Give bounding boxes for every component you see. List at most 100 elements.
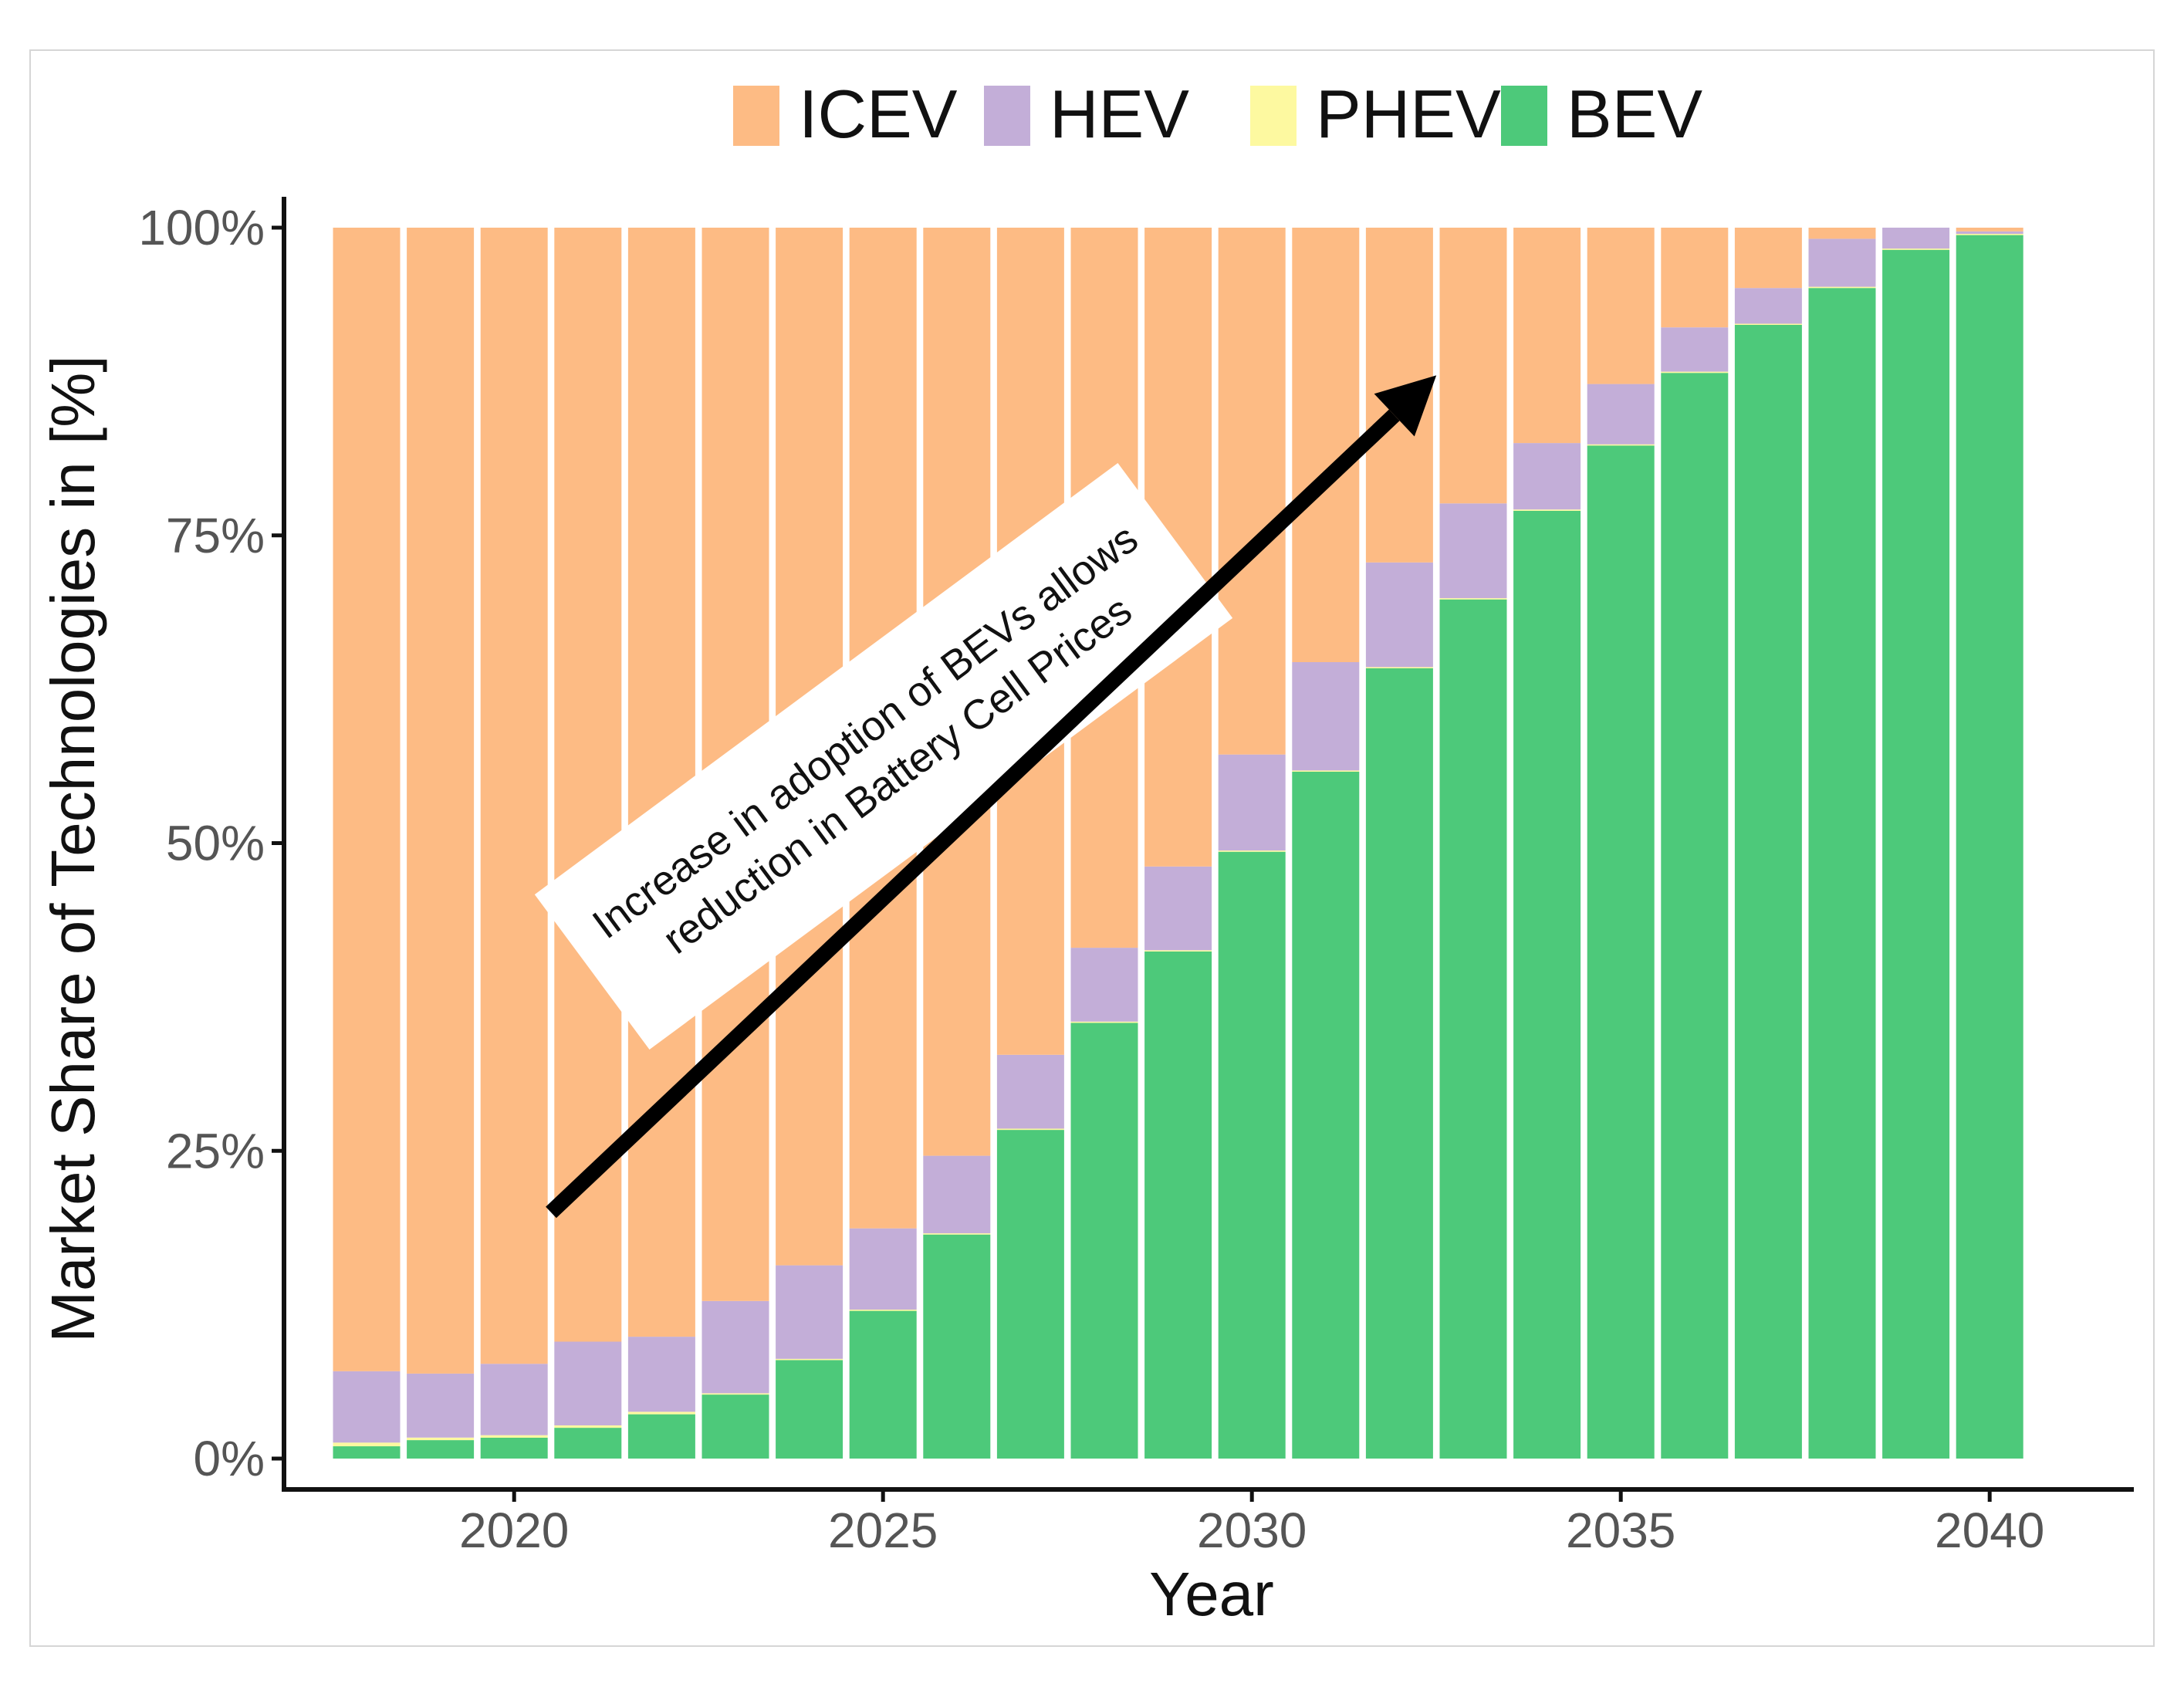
bar-hev-2030 [1218,754,1286,851]
bar-bev-2035 [1587,445,1655,1459]
bar-phev-2040 [1956,234,2023,235]
x-tick-label: 2030 [1197,1503,1307,1558]
x-tick-label: 2020 [459,1503,569,1558]
bar-bev-2038 [1808,288,1876,1459]
annotation-box [534,462,1233,1050]
legend: ICEV HEV PHEV BEV [733,76,1702,152]
legend-swatch-bev [1501,86,1547,146]
bar-bev-2020 [480,1437,548,1459]
bar-hev-2035 [1587,384,1655,445]
bar-icev-2020 [480,228,548,1364]
x-tick-label: 2040 [1935,1503,2044,1558]
arrow-shaft [546,409,1400,1219]
bar-icev-2033 [1439,228,1507,504]
bar-hev-2040 [1956,231,2023,234]
legend-label-bev: BEV [1567,76,1702,152]
bar-phev-2018 [333,1442,401,1447]
bar-bev-2025 [849,1310,917,1459]
bar-icev-2038 [1808,228,1876,239]
bar-phev-2022 [627,1411,695,1415]
bar-icev-2036 [1661,228,1729,328]
bar-hev-2021 [554,1341,622,1425]
bar-phev-2028 [1070,1021,1138,1023]
bar-bev-2030 [1218,851,1286,1459]
bar-hev-2036 [1661,327,1729,372]
bar-icev-2030 [1218,228,1286,755]
y-tick-label: 25% [166,1123,265,1178]
bar-bev-2029 [1144,951,1212,1459]
bar-phev-2027 [996,1128,1064,1131]
bar-phev-2030 [1218,850,1286,852]
arrow-head [1374,375,1437,437]
bar-phev-2025 [849,1310,917,1311]
legend-swatch-icev [733,86,779,146]
bar-bev-2024 [776,1360,844,1459]
bar-phev-2020 [480,1435,548,1438]
legend-swatch-hev [984,86,1030,146]
bar-hev-2032 [1365,562,1433,668]
bar-hev-2028 [1070,948,1138,1022]
y-tick-label: 50% [166,816,265,871]
bars-group [333,228,2023,1459]
bar-bev-2018 [333,1446,401,1459]
bar-bev-2039 [1882,249,1950,1459]
x-axis-title: Year [1149,1560,1274,1628]
bar-icev-2040 [1956,228,2023,232]
y-tick-label: 0% [194,1431,265,1486]
bar-phev-2019 [407,1437,475,1441]
bar-phev-2035 [1587,444,1655,446]
bar-icev-2034 [1513,228,1581,444]
x-tick-label: 2035 [1566,1503,1675,1558]
legend-label-hev: HEV [1050,76,1189,152]
bar-hev-2038 [1808,238,1876,287]
bar-bev-2021 [554,1428,622,1459]
bar-phev-2039 [1882,248,1950,250]
bar-phev-2021 [554,1425,622,1428]
y-tick-label: 100% [138,200,265,255]
y-ticks-group: 0% 25% 50% 75% 100% [138,200,284,1486]
y-tick-label: 75% [166,508,265,563]
bar-bev-2031 [1292,772,1360,1459]
bar-bev-2026 [923,1234,991,1459]
bar-hev-2023 [702,1300,769,1394]
bar-phev-2031 [1292,770,1360,772]
bar-bev-2033 [1439,599,1507,1459]
legend-label-phev: PHEV [1316,76,1501,152]
bar-bev-2022 [627,1414,695,1459]
bar-icev-2019 [407,228,475,1374]
y-axis-title: Market Share of Technologies in [%] [39,355,107,1342]
bar-hev-2024 [776,1265,844,1359]
bar-phev-2023 [702,1393,769,1395]
bar-phev-2032 [1365,667,1433,668]
bar-bev-2034 [1513,510,1581,1459]
x-ticks-group: 2020 2025 2030 2035 2040 [459,1489,2044,1558]
bar-hev-2034 [1513,443,1581,510]
bar-bev-2027 [996,1130,1064,1459]
legend-label-icev: ICEV [799,76,958,152]
bar-hev-2027 [996,1054,1064,1129]
bar-hev-2029 [1144,866,1212,951]
bar-hev-2039 [1882,228,1950,249]
bar-hev-2019 [407,1373,475,1438]
bar-hev-2025 [849,1228,917,1310]
bar-hev-2037 [1734,288,1802,324]
legend-swatch-phev [1250,86,1297,146]
bar-icev-2035 [1587,228,1655,384]
bar-hev-2020 [480,1364,548,1435]
bar-icev-2031 [1292,228,1360,662]
bar-phev-2029 [1144,950,1212,952]
bar-bev-2036 [1661,373,1729,1459]
bar-hev-2022 [627,1337,695,1412]
bar-bev-2040 [1956,235,2023,1459]
bar-phev-2034 [1513,509,1581,511]
bar-phev-2038 [1808,286,1876,289]
bar-icev-2022 [627,228,695,1337]
bar-hev-2033 [1439,503,1507,599]
bar-hev-2031 [1292,662,1360,771]
bar-bev-2028 [1070,1023,1138,1459]
bar-icev-2018 [333,228,401,1371]
x-tick-label: 2025 [828,1503,938,1558]
bar-phev-2024 [776,1358,844,1361]
bar-phev-2026 [923,1233,991,1235]
